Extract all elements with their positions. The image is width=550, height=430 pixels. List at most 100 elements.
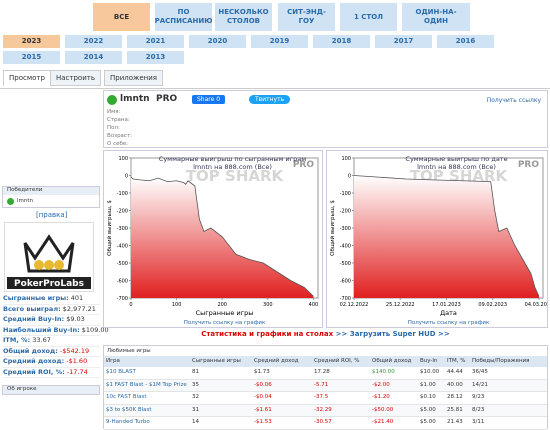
type-filter[interactable]: ПО РАСПИСАНИЮ	[155, 3, 212, 31]
y-tick-label: -700	[117, 296, 128, 302]
y-tick-label: -300	[117, 226, 128, 232]
edit-link[interactable]: [правка]	[36, 211, 68, 219]
logo: PokerProLabs	[4, 222, 94, 292]
year-filter[interactable]: 2014	[65, 51, 122, 64]
column-header: Сыгранные игры	[192, 358, 241, 364]
area	[354, 175, 539, 298]
year-filter[interactable]: 2015	[3, 51, 60, 64]
tab[interactable]: Просмотр	[3, 70, 51, 86]
stat-row: Общий доход: -$542.19	[3, 346, 100, 357]
chart-subtitle: lmntn на 888.com (Все)	[193, 163, 272, 171]
column-header: Общий доход	[372, 358, 412, 364]
table-cell: $140.00	[372, 369, 395, 375]
table-cell: $0.10	[420, 394, 436, 400]
table-cell: $1.00	[420, 381, 436, 388]
stat-value: $9.03	[66, 315, 85, 323]
table-cell: -$21.40	[372, 419, 394, 425]
tab[interactable]: Настроить	[50, 70, 101, 86]
year-filter[interactable]: 2020	[189, 35, 246, 48]
table-cell: 10c FAST Blast	[106, 394, 147, 400]
y-tick-label: -300	[340, 226, 351, 232]
games-table: Любимые игры Игра Сыгранные игры Средний д…	[103, 345, 548, 430]
chart-link[interactable]: Получить ссылку на график	[184, 320, 266, 326]
stats-link[interactable]: Статистика и графики на столах	[201, 330, 334, 338]
stat-value: -$1.60	[66, 357, 88, 365]
column-header: Победы/Поражения	[472, 358, 530, 364]
year-filter[interactable]: 2013	[127, 51, 184, 64]
y-axis-label: Общий выигрыш, $	[106, 200, 113, 256]
profile-panel: lmntn PRO Share 0 Твитнуть Получить ссыл…	[103, 90, 548, 148]
y-tick-label: -500	[117, 261, 128, 267]
table-cell: -$1.61	[254, 406, 272, 413]
table-cell: 35	[192, 381, 199, 388]
year-filter[interactable]: 2016	[437, 35, 494, 48]
winners-title: Победители	[3, 187, 99, 195]
chart-link[interactable]: Получить ссылку на график	[408, 320, 490, 326]
y-tick-label: -400	[117, 244, 128, 250]
y-tick-label: -200	[117, 209, 128, 215]
divider	[0, 88, 550, 89]
profile-field: Возраст:	[107, 133, 133, 139]
y-tick-label: -600	[117, 279, 128, 285]
chart-title: Суммарные выигрыш по сыгранным играм	[159, 155, 306, 163]
table-cell: -$1.53	[254, 419, 272, 425]
profile-fields: Имя: Страна: Пол: Возраст: О себе:	[107, 108, 132, 148]
y-tick-label: -700	[340, 296, 351, 302]
share-button[interactable]: Share 0	[192, 95, 226, 104]
stats: Сыгранные игры: 401 Всего выиграл: $2,977…	[3, 294, 109, 378]
hud-link[interactable]: >> Загрузить Super HUD >>	[335, 330, 450, 338]
year-filter[interactable]: 2017	[375, 35, 432, 48]
table-cell: -30.57	[314, 419, 332, 425]
stat-row: ITM, %: 33.67	[3, 336, 100, 347]
stat-label: Средний Buy-In:	[3, 315, 65, 323]
table-cell: 8/23	[472, 406, 485, 413]
y-tick-label: -600	[340, 279, 351, 285]
stat-value: -$542.19	[59, 346, 90, 355]
year-filter[interactable]: 2021	[127, 35, 184, 48]
year-filter[interactable]: 2022	[65, 35, 122, 48]
type-filter[interactable]: ОДИН-НА-ОДИН	[402, 3, 470, 31]
winner-name: lmntn	[17, 198, 34, 204]
logo-art: PokerProLabs	[7, 234, 91, 289]
winners-box: Победители lmntn	[2, 186, 100, 208]
x-tick-label: 100	[172, 302, 182, 308]
x-tick-label: 0	[129, 302, 132, 308]
x-tick-label: 09.02.2023	[478, 302, 507, 308]
type-filter[interactable]: СИТ-ЭНД-ГОУ	[278, 3, 335, 31]
stat-label: ITM, %:	[3, 336, 31, 344]
table-cell: -$1.20	[372, 394, 390, 400]
profile-name: lmntn	[120, 94, 150, 104]
stat-value: 401	[70, 294, 84, 302]
table: Игра Сыгранные игры Средний доход Средний R…	[104, 356, 547, 430]
type-filter[interactable]: НЕСКОЛЬКО СТОЛОВ	[215, 3, 272, 31]
table-cell: -37.5	[314, 394, 329, 400]
table-cell: $1 FAST Blast - $1M Top Prize	[106, 381, 187, 388]
type-filter[interactable]: ВСЕ	[93, 3, 150, 31]
stat-label: Средний ROI, %:	[3, 367, 65, 376]
tab[interactable]: Приложения	[104, 70, 163, 86]
tweet-button[interactable]: Твитнуть	[249, 95, 291, 104]
table-row: $3 to $50K Blast 31 -$1.61 -32.29 -$50.00 $5.…	[104, 404, 547, 417]
x-tick-label: 17.01.2023	[432, 302, 461, 308]
year-filter[interactable]: 2019	[251, 35, 308, 48]
line	[130, 176, 314, 297]
x-tick-label: 400	[309, 302, 319, 308]
area	[131, 177, 314, 298]
table-cell: -$50.00	[372, 406, 394, 413]
pro-badge: PRO	[156, 94, 178, 104]
year-filter[interactable]: 2018	[313, 35, 370, 48]
watermark-badge: PRO	[518, 160, 540, 170]
year-filter[interactable]: 2023	[3, 35, 60, 48]
type-filter[interactable]: 1 СТОЛ	[340, 3, 397, 31]
avatar	[107, 95, 117, 105]
column-header: Средний ROI, %	[314, 358, 360, 364]
stat-row: Средний доход: -$1.60	[3, 357, 100, 368]
stat-value: $109.00	[81, 325, 109, 334]
x-tick-label: 200	[217, 302, 227, 308]
table-cell: 32	[192, 394, 199, 400]
table-cell: 31	[192, 406, 199, 413]
winner-icon	[7, 198, 14, 205]
profile-link[interactable]: Получить ссылку	[486, 97, 541, 104]
x-axis-label: Сыгранные игры	[196, 309, 254, 317]
